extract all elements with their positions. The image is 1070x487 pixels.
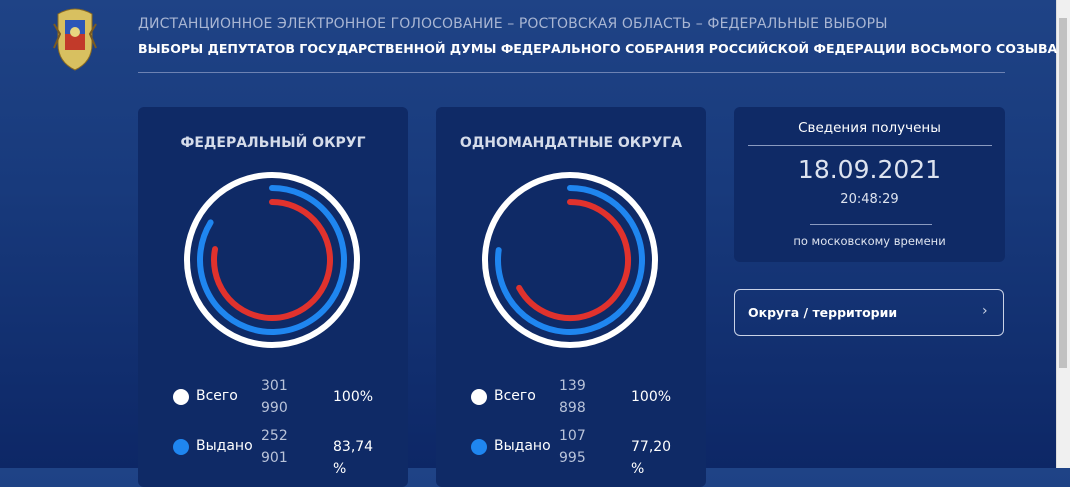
row-label: Всего: [196, 388, 238, 404]
emblem: [53, 8, 97, 71]
info-time: 20:48:29: [840, 192, 899, 207]
divider: [810, 224, 932, 225]
issued-arc: [495, 185, 645, 335]
info-note: по московскому времени: [793, 234, 946, 248]
row-label: Выдано: [196, 438, 253, 454]
link-label[interactable]: Округа / территории: [748, 305, 898, 320]
row-label: Всего: [494, 388, 536, 404]
row-label: Выдано: [494, 438, 551, 454]
panel-title: ФЕДЕРАЛЬНЫЙ ОКРУГ: [180, 135, 366, 151]
row-percent: 77,20%: [631, 439, 672, 477]
link-button[interactable]: [734, 289, 1004, 336]
row-percent: 83,74 %: [333, 439, 374, 477]
outer-ring: [184, 172, 360, 348]
header-title: ВЫБОРЫ ДЕПУТАТОВ ГОСУДАРСТВЕННОЙ ДУМЫ ФЕ…: [138, 41, 1058, 56]
row-count: 252 901: [261, 428, 288, 466]
row-count: 139 898: [559, 378, 586, 416]
header-subtitle: ДИСТАНЦИОННОЕ ЭЛЕКТРОННОЕ ГОЛОСОВАНИЕ – …: [138, 16, 888, 32]
legend-dot: [471, 439, 487, 455]
outer-ring: [482, 172, 658, 348]
row-count: 301 990: [261, 378, 288, 416]
divider: [748, 145, 992, 146]
progress-rings: [184, 172, 360, 348]
panel-card: [436, 107, 706, 487]
received-arc: [211, 199, 333, 321]
row-percent: 100%: [333, 389, 374, 405]
info-card: [734, 107, 1005, 262]
legend-dot: [471, 389, 487, 405]
panel-card: [138, 107, 408, 487]
panel-title: ОДНОМАНДАТНЫЕ ОКРУГА: [459, 135, 683, 151]
legend-dot: [173, 389, 189, 405]
row-percent: 100%: [631, 389, 672, 405]
divider: [138, 72, 1005, 73]
chevron-icon[interactable]: ›: [982, 303, 988, 319]
received-arc: [516, 199, 631, 321]
scrollbar-thumb[interactable]: [1059, 18, 1067, 368]
progress-rings: [482, 172, 658, 348]
info-heading: Сведения получены: [798, 120, 941, 136]
legend-dot: [173, 439, 189, 455]
info-date: 18.09.2021: [797, 155, 942, 184]
issued-arc: [197, 185, 347, 335]
row-count: 107 995: [559, 428, 586, 466]
